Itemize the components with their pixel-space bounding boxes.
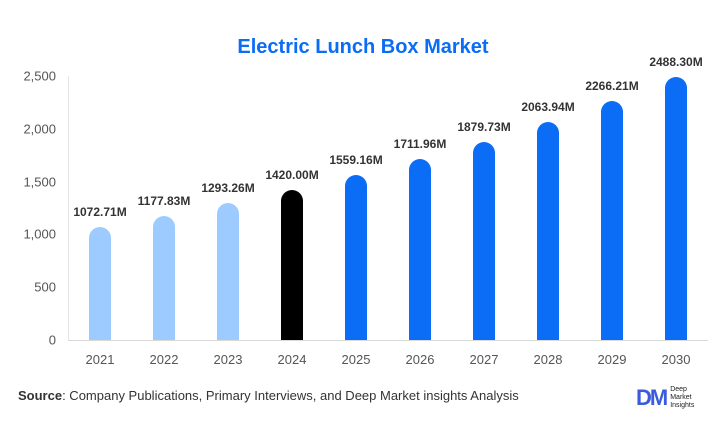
x-tick-label: 2021 <box>85 352 115 367</box>
bar-2028 <box>537 122 559 340</box>
bar-2023 <box>217 203 239 340</box>
bar-2029 <box>601 100 623 340</box>
bar-2022 <box>153 215 175 340</box>
bar-value-label: 1420.00M <box>265 168 319 183</box>
bar-2030 <box>665 77 687 340</box>
y-axis-line <box>68 76 69 340</box>
y-tick-label: 0 <box>48 332 56 348</box>
source-note: Source: Company Publications, Primary In… <box>18 388 519 403</box>
y-tick-label: 2,500 <box>23 68 56 84</box>
x-tick-label: 2026 <box>405 352 435 367</box>
bar-value-label: 1293.26M <box>201 181 255 196</box>
chart-title: Electric Lunch Box Market <box>237 36 489 58</box>
bar-value-label: 1559.16M <box>329 153 383 168</box>
bar-value-label: 2063.94M <box>521 100 575 115</box>
bar-value-label: 1177.83M <box>137 193 191 208</box>
x-tick-label: 2022 <box>149 352 179 367</box>
deep-market-insights-logo: DM Deep Market Insights <box>636 385 694 411</box>
bar-value-label: 2266.21M <box>585 78 639 93</box>
y-tick-label: 1,000 <box>23 226 56 242</box>
bar-value-label: 2488.30M <box>649 55 703 70</box>
x-axis-line <box>68 340 708 341</box>
x-tick-label: 2029 <box>597 352 627 367</box>
bar-2021 <box>89 226 111 340</box>
x-tick-label: 2030 <box>661 352 691 367</box>
bar-2024 <box>281 190 303 340</box>
y-tick-label: 500 <box>34 279 56 295</box>
x-tick-label: 2028 <box>533 352 563 367</box>
source-label: Source <box>18 388 63 403</box>
x-tick-label: 2025 <box>341 352 371 367</box>
x-tick-label: 2023 <box>213 352 243 367</box>
y-tick-label: 2,000 <box>23 121 56 137</box>
bar-value-label: 1879.73M <box>457 119 511 134</box>
bar-value-label: 1072.71M <box>73 204 127 219</box>
x-tick-label: 2027 <box>469 352 499 367</box>
bar-2025 <box>345 175 367 340</box>
source-text: : Company Publications, Primary Intervie… <box>62 388 519 403</box>
bar-2026 <box>409 159 431 340</box>
logo-mark-icon: DM <box>636 385 668 410</box>
y-tick-label: 1,500 <box>23 174 56 190</box>
bar-2027 <box>473 141 495 340</box>
logo-text: Deep Market Insights <box>670 386 695 409</box>
bar-value-label: 1711.96M <box>393 137 447 152</box>
x-tick-label: 2024 <box>277 352 307 367</box>
